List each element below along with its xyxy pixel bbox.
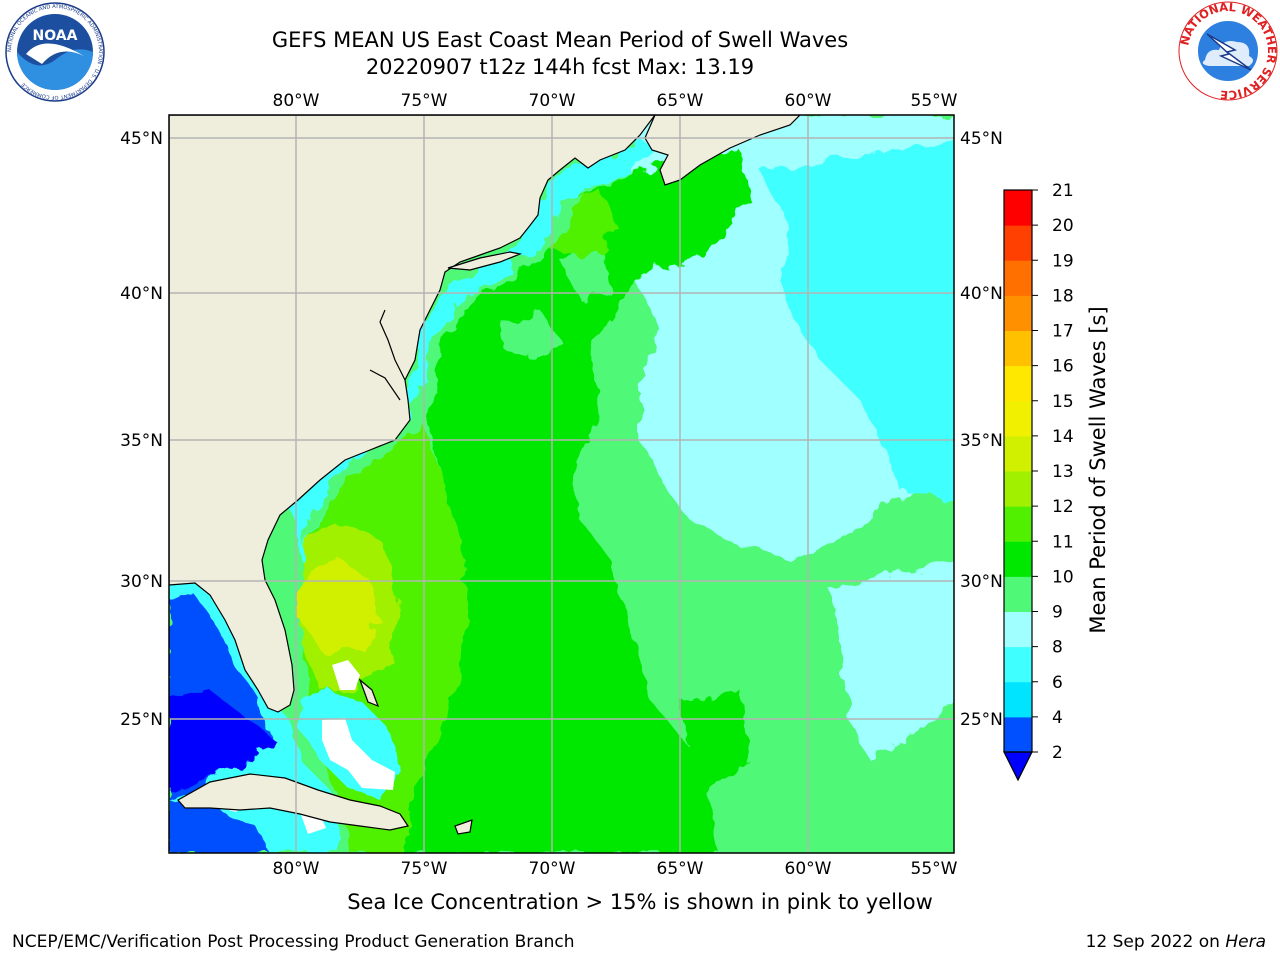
hispaniola-tip	[454, 819, 473, 835]
lat-label-right: 45°N	[960, 129, 1003, 149]
colorbar-segment	[1004, 576, 1032, 612]
gulf-deep-blue	[169, 690, 275, 790]
lat-label-left: 45°N	[120, 129, 163, 149]
nws-logo: NATIONAL WEATHER SERVICE	[1177, 0, 1279, 102]
map-frame	[168, 114, 955, 854]
green-patch-east	[680, 690, 750, 800]
colorbar-segment	[1004, 611, 1032, 648]
chart-title: GEFS MEAN US East Coast Mean Period of S…	[271, 28, 849, 52]
colorbar-tick-label: 13	[1052, 462, 1074, 482]
colorbar-segment	[1004, 681, 1032, 718]
colorbar-label: Mean Period of Swell Waves [s]	[1086, 306, 1110, 634]
long-island	[447, 251, 523, 271]
colorbar-segment	[1004, 365, 1032, 402]
lat-label-right: 30°N	[960, 572, 1003, 592]
lon-label-top: 65°W	[657, 91, 704, 111]
producer-credit: NCEP/EMC/Verification Post Processing Pr…	[12, 932, 575, 952]
colorbar: 2 4 6 8 9 10 11 12 13 14 15 16 17 18 19 20 21	[1003, 181, 1074, 782]
caribbean-blue	[169, 800, 280, 853]
colorbar-tick-label: 17	[1052, 322, 1074, 342]
lon-label-bottom: 70°W	[529, 859, 576, 879]
lon-label-top: 80°W	[273, 91, 320, 111]
lat-label-left: 25°N	[120, 710, 163, 730]
light-cyan-patch	[860, 215, 950, 275]
colorbar-segment	[1004, 435, 1032, 472]
coastal-light-green-rim	[300, 195, 585, 545]
lon-label-top: 55°W	[911, 91, 958, 111]
lon-label-bottom: 80°W	[273, 859, 320, 879]
lon-label-bottom: 55°W	[911, 859, 958, 879]
colorbar-tick-label: 20	[1052, 216, 1074, 236]
lon-label-bottom: 75°W	[401, 859, 448, 879]
colorbar-tick-label: 11	[1052, 532, 1074, 552]
colorbar-segment	[1004, 506, 1032, 542]
colorbar-segment	[1004, 716, 1032, 753]
colorbar-tick-label: 18	[1052, 286, 1074, 306]
colorbar-tick-label: 2	[1052, 743, 1063, 763]
colorbar-segment	[1004, 295, 1032, 331]
colorbar-segment	[1004, 400, 1032, 437]
colorbar-under-extension	[1003, 751, 1033, 782]
bahamas-island	[358, 678, 380, 708]
colorbar-tick-label: 8	[1052, 638, 1063, 658]
colorbar-segment	[1004, 190, 1032, 226]
yellow-region	[300, 560, 380, 650]
chesapeake-bay	[369, 309, 406, 401]
colorbar-tick-label: 12	[1052, 497, 1074, 517]
generation-host: Hera	[1225, 932, 1266, 952]
colorbar-tick-label: 6	[1052, 673, 1063, 693]
generation-date: 12 Sep 2022 on	[1085, 932, 1226, 952]
colorbar-tick-label: 9	[1052, 603, 1063, 623]
light-green-patch	[500, 310, 560, 360]
north-america-land	[169, 115, 656, 713]
colorbar-tick-label: 10	[1052, 567, 1074, 587]
colorbar-segment	[1004, 471, 1032, 507]
colorbar-segment	[1004, 541, 1032, 577]
sea-ice-note: Sea Ice Concentration > 15% is shown in …	[347, 890, 933, 914]
lon-label-top: 75°W	[401, 91, 448, 111]
colorbar-tick-label: 15	[1052, 392, 1074, 412]
green-region	[400, 150, 750, 853]
cuba-land	[177, 773, 409, 831]
bahamas-bank-white-north	[332, 660, 360, 690]
lon-label-bottom: 60°W	[785, 859, 832, 879]
bahamas-bank-white	[322, 718, 395, 790]
lon-label-top: 60°W	[785, 91, 832, 111]
lat-label-right: 35°N	[960, 431, 1003, 451]
lat-label-right: 40°N	[960, 284, 1003, 304]
colorbar-tick-label: 21	[1052, 181, 1074, 201]
colorbar-segment	[1004, 225, 1032, 261]
generation-info: 12 Sep 2022 on Hera	[1086, 932, 1266, 952]
lat-label-left: 35°N	[120, 431, 163, 451]
pale-cyan-region-south	[830, 561, 954, 760]
colorbar-tick-label: 4	[1052, 708, 1063, 728]
colorbar-segment	[1004, 260, 1032, 296]
colorbar-tick-label: 19	[1052, 251, 1074, 271]
colorbar-segment	[1004, 646, 1032, 683]
lat-label-right: 25°N	[960, 710, 1003, 730]
colorbar-tick-label: 14	[1052, 427, 1074, 447]
noaa-logo: NOAA NATIONAL OCEANIC AND ATMOSPHERIC AD…	[5, 2, 105, 102]
lon-label-top: 70°W	[529, 91, 576, 111]
lat-label-left: 30°N	[120, 572, 163, 592]
colorbar-segment	[1004, 330, 1032, 367]
caribbean-cyan	[250, 810, 330, 853]
graticule	[169, 115, 954, 853]
colorbar-tick-label: 16	[1052, 357, 1074, 377]
lat-label-left: 40°N	[120, 284, 163, 304]
light-green-patch-east	[560, 250, 610, 300]
lon-label-bottom: 65°W	[657, 859, 704, 879]
noaa-logo-text: NOAA	[33, 28, 78, 44]
chart-subtitle: 20220907 t12z 144h fcst Max: 13.19	[365, 55, 755, 79]
